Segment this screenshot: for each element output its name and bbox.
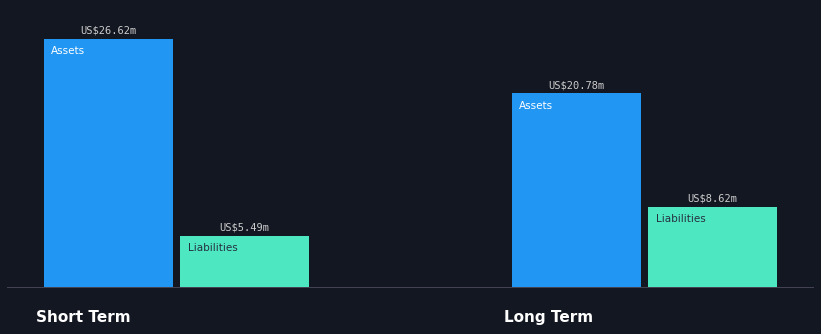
Text: US$5.49m: US$5.49m [220, 223, 269, 233]
Bar [511, 93, 641, 287]
Text: Long Term: Long Term [504, 310, 594, 325]
Text: Assets: Assets [51, 46, 85, 56]
Text: US$20.78m: US$20.78m [548, 80, 604, 90]
Text: Short Term: Short Term [36, 310, 131, 325]
Text: US$8.62m: US$8.62m [688, 194, 738, 204]
Text: Liabilities: Liabilities [187, 243, 237, 253]
Bar [44, 38, 172, 287]
Bar [180, 236, 310, 287]
Text: Liabilities: Liabilities [656, 214, 705, 224]
Text: US$26.62m: US$26.62m [80, 26, 136, 36]
Bar [649, 206, 777, 287]
Text: Assets: Assets [519, 101, 553, 111]
